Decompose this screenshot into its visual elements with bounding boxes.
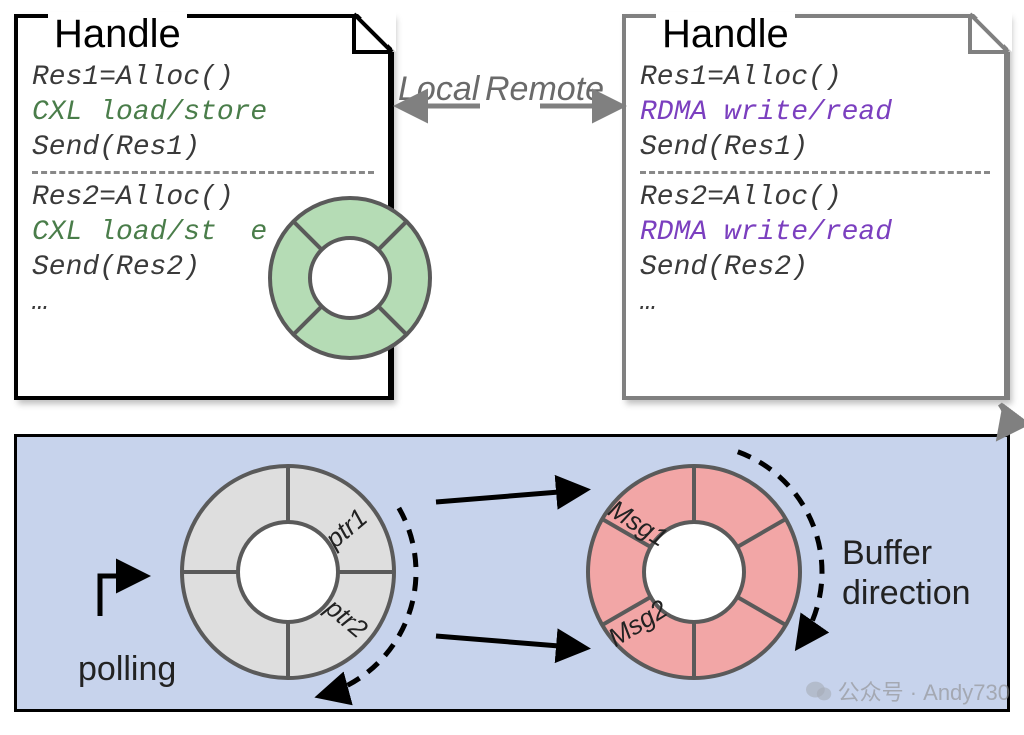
- wechat-icon: [806, 680, 832, 702]
- local-label: Local: [398, 70, 479, 109]
- code-line: RDMA write/read: [640, 215, 990, 250]
- separator-local: [32, 171, 374, 174]
- code-line: Res2=Alloc(): [32, 180, 374, 215]
- buffer-label-line2: direction: [842, 574, 971, 613]
- handle-box-remote: Handle Res1=Alloc()RDMA write/readSend(R…: [622, 14, 1008, 400]
- watermark-text: 公众号 · Andy730: [838, 675, 1010, 707]
- code-line: Res1=Alloc(): [32, 60, 374, 95]
- polling-label: polling: [78, 650, 176, 689]
- remote-label: Remote: [485, 70, 604, 109]
- code-line: CXL load/store: [32, 95, 374, 130]
- code-lines-local: Res1=Alloc()CXL load/storeSend(Res1) Res…: [18, 18, 388, 326]
- code-line: Res2=Alloc(): [640, 180, 990, 215]
- code-line: Send(Res2): [640, 250, 990, 285]
- code-line: Send(Res2): [32, 250, 374, 285]
- code-lines-remote: Res1=Alloc()RDMA write/readSend(Res1) Re…: [626, 18, 1004, 326]
- code-line: …: [640, 285, 990, 320]
- handle-box-local: Handle Res1=Alloc()CXL load/storeSend(Re…: [14, 14, 392, 400]
- separator-remote: [640, 171, 990, 174]
- watermark: 公众号 · Andy730: [806, 675, 1010, 707]
- handle-title-local: Handle: [48, 12, 187, 57]
- code-line: RDMA write/read: [640, 95, 990, 130]
- code-line: Send(Res1): [32, 130, 374, 165]
- handle-title-remote: Handle: [656, 12, 795, 57]
- code-line: Send(Res1): [640, 130, 990, 165]
- code-line: Res1=Alloc(): [640, 60, 990, 95]
- code-line: CXL load/st e: [32, 215, 374, 250]
- code-line: …: [32, 285, 374, 320]
- buffer-label-line1: Buffer: [842, 534, 932, 573]
